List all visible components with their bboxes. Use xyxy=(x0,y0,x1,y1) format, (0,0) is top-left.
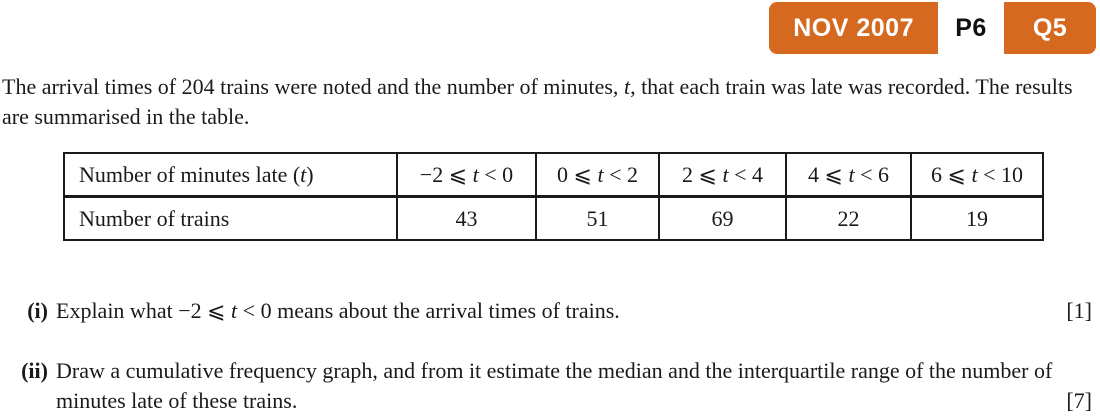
variable-t: t xyxy=(971,161,978,187)
variable-t: t xyxy=(848,161,855,187)
question-part-i-text: Explain what −2 ⩽ t < 0 means about the … xyxy=(56,296,1096,326)
table-row-label-minutes-late: Number of minutes late (t) xyxy=(63,152,398,198)
question-intro-paragraph: The arrival times of 204 trains were not… xyxy=(2,72,1098,132)
row-label-text-close: ) xyxy=(306,161,314,187)
bin-post: < 0 xyxy=(478,161,514,187)
table-header-row: Number of minutes late (t) −2 ⩽ t < 0 0 … xyxy=(63,152,1044,198)
table-cell-bin-2: 2 ⩽ t < 4 xyxy=(658,152,787,198)
paper-number-label: P6 xyxy=(938,2,1004,54)
question-number-label: Q5 xyxy=(1032,13,1068,42)
question-part-i-marks: [1] xyxy=(1066,298,1092,323)
table-cell-count-3: 22 xyxy=(785,195,912,241)
table-cell-bin-0: −2 ⩽ t < 0 xyxy=(396,152,537,198)
bin-pre: 2 ⩽ xyxy=(682,161,723,187)
question-part-ii-marks: [7] xyxy=(1066,388,1092,413)
bin-post: < 4 xyxy=(728,161,763,187)
question-part-i: (i) Explain what −2 ⩽ t < 0 means about … xyxy=(0,296,1100,326)
question-text-post: < 0 means about the arrival times of tra… xyxy=(237,298,620,323)
variable-t: t xyxy=(722,161,729,187)
exam-reference-badge: NOV 2007 P6 Q5 xyxy=(769,2,1096,54)
bin-pre: 4 ⩽ xyxy=(808,161,849,187)
table-cell-bin-4: 6 ⩽ t < 10 xyxy=(910,152,1044,198)
row-label-text: Number of minutes late ( xyxy=(79,161,301,187)
bin-pre: −2 ⩽ xyxy=(419,161,473,187)
question-text-pre: Draw a cumulative frequency graph, and f… xyxy=(56,358,1053,413)
table-cell-count-2: 69 xyxy=(658,195,787,241)
table-counts-row: Number of trains 43 51 69 22 19 xyxy=(63,195,1044,241)
table-cell-count-4: 19 xyxy=(910,195,1044,241)
bin-post: < 10 xyxy=(977,161,1023,187)
bin-pre: 0 ⩽ xyxy=(557,161,598,187)
question-part-ii-text: Draw a cumulative frequency graph, and f… xyxy=(56,356,1096,416)
table-cell-count-0: 43 xyxy=(396,195,537,241)
variable-t: t xyxy=(623,74,631,99)
intro-text-part1: The arrival times of 204 trains were not… xyxy=(2,74,624,99)
table-cell-bin-3: 4 ⩽ t < 6 xyxy=(785,152,912,198)
bin-pre: 6 ⩽ xyxy=(931,161,972,187)
variable-t: t xyxy=(597,161,604,187)
frequency-table: Number of minutes late (t) −2 ⩽ t < 0 0 … xyxy=(63,152,1044,241)
variable-t: t xyxy=(472,161,479,187)
table-cell-count-1: 51 xyxy=(535,195,660,241)
variable-t: t xyxy=(231,298,238,323)
bin-post: < 6 xyxy=(854,161,889,187)
question-part-ii: (ii) Draw a cumulative frequency graph, … xyxy=(0,356,1100,416)
question-part-i-label: (i) xyxy=(27,298,48,323)
question-part-ii-label: (ii) xyxy=(21,358,48,383)
variable-t: t xyxy=(300,161,307,187)
exam-session-label: NOV 2007 xyxy=(793,13,914,42)
question-text-pre: Explain what −2 ⩽ xyxy=(56,298,232,323)
bin-post: < 2 xyxy=(603,161,638,187)
table-row-label-number-of-trains: Number of trains xyxy=(63,195,398,241)
table-cell-bin-1: 0 ⩽ t < 2 xyxy=(535,152,660,198)
intro-text-part2: , that each train was late was recorded.… xyxy=(2,74,1073,129)
